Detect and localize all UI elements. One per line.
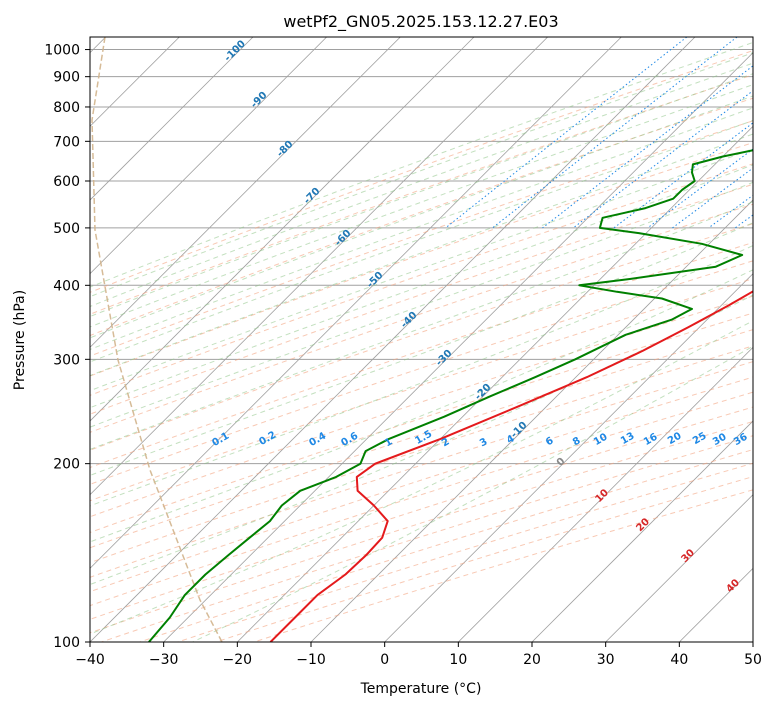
dry-adiabat-line xyxy=(90,312,753,533)
moist-adiabat-line xyxy=(90,84,753,328)
dry-adiabat-line xyxy=(177,462,753,642)
y-tick-label: 400 xyxy=(53,278,80,294)
isotherm-line xyxy=(90,37,401,348)
y-tick-label: 800 xyxy=(53,100,80,116)
temperature-profile-line xyxy=(269,290,753,642)
x-tick-label: 20 xyxy=(523,652,541,668)
isotherm-line xyxy=(384,273,753,642)
isotherm-line xyxy=(163,52,753,642)
isotherm-line xyxy=(90,37,475,422)
x-tick-label: 10 xyxy=(449,652,467,668)
y-tick-label: 600 xyxy=(53,174,80,190)
data-lines xyxy=(148,149,753,642)
x-tick-label: −30 xyxy=(149,652,179,668)
dry-adiabat-line xyxy=(90,223,753,451)
isotherm-line xyxy=(90,37,696,642)
moist-adiabat-line xyxy=(90,245,753,507)
x-tick-label: 40 xyxy=(670,652,688,668)
x-tick-label: 0 xyxy=(380,652,389,668)
moist-adiabat-line xyxy=(90,41,753,288)
chart-title: wetPf2_GN05.2025.153.12.27.E03 xyxy=(283,12,558,32)
moist-adiabat-line xyxy=(90,269,753,543)
dry-adiabat-line xyxy=(90,391,753,607)
mixing-ratio-label: 2 xyxy=(440,436,452,449)
x-tick-label: 30 xyxy=(597,652,615,668)
moist-adiabat-line xyxy=(90,148,753,392)
isotherm-line xyxy=(458,346,753,642)
mixing-ratio-line xyxy=(613,122,753,229)
moist-adiabat-line xyxy=(90,73,753,318)
y-tick-label: 900 xyxy=(53,70,80,86)
reference-lines xyxy=(90,37,753,642)
isotherm-line xyxy=(90,37,327,275)
y-tick-label: 700 xyxy=(53,134,80,150)
dewpoint-profile-line xyxy=(148,149,753,642)
axis-ticks: −40 −30 −20 −10 0 10 20 30 40 50 100 200 300 400 500 60… xyxy=(44,43,762,668)
moist-adiabat-line xyxy=(90,62,753,308)
mixing-ratio-label: 3 xyxy=(478,436,490,449)
dry-adiabat-line xyxy=(90,361,753,578)
mixing-ratio-line xyxy=(672,167,753,229)
isotherm-line xyxy=(90,37,254,201)
y-tick-label: 200 xyxy=(53,457,80,473)
mixing-ratio-line xyxy=(445,37,688,229)
mixing-ratio-label: 6 xyxy=(544,435,556,448)
dry-adiabat-line xyxy=(254,489,753,642)
isotherm-line xyxy=(531,420,753,642)
mixing-ratio-line xyxy=(542,65,753,229)
y-tick-label: 300 xyxy=(53,352,80,368)
y-tick-label: 100 xyxy=(53,635,80,651)
moist-adiabat-line xyxy=(90,181,753,428)
mixing-ratio-label: 1 xyxy=(383,436,395,449)
moist-adiabat-line xyxy=(90,52,753,298)
dry-adiabat-line xyxy=(101,435,753,642)
dry-adiabat-line xyxy=(90,74,753,315)
x-tick-label: −10 xyxy=(296,652,326,668)
dry-adiabat-line xyxy=(90,50,753,293)
dry-adiabat-line xyxy=(90,241,753,469)
x-axis-label: Temperature (°C) xyxy=(360,681,482,697)
lcl-curve xyxy=(91,37,223,642)
y-tick-label: 500 xyxy=(53,221,80,237)
y-tick-label: 1000 xyxy=(44,43,80,59)
dry-adiabat-line xyxy=(90,329,753,549)
mixing-ratio-label: 4 xyxy=(505,433,517,446)
plot-frame xyxy=(89,36,754,643)
moist-adiabat-line xyxy=(90,201,753,450)
mixing-ratio-label: 8 xyxy=(571,435,583,448)
moist-adiabat-line xyxy=(90,95,753,339)
x-tick-label: 50 xyxy=(744,652,762,668)
dry-adiabat-line xyxy=(90,142,753,377)
moist-adiabat-line xyxy=(90,294,753,586)
x-tick-label: −20 xyxy=(223,652,253,668)
moist-adiabat-line xyxy=(192,345,753,642)
isotherm-line xyxy=(90,37,622,569)
x-tick-label: −40 xyxy=(75,652,105,668)
isotherm-line xyxy=(90,37,548,496)
isotherm-line xyxy=(605,494,753,642)
dry-adiabat-line xyxy=(90,420,753,634)
dry-adiabat-line xyxy=(90,163,753,396)
y-axis-label: Pressure (hPa) xyxy=(12,290,28,390)
